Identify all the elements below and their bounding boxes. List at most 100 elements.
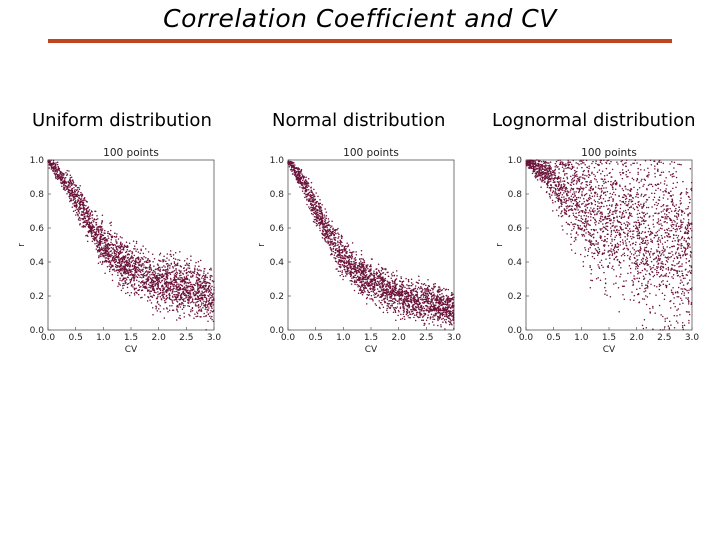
data-point	[412, 309, 415, 311]
data-point	[141, 263, 143, 265]
data-point	[361, 262, 364, 264]
data-point	[65, 180, 67, 183]
data-point	[399, 291, 402, 294]
data-point	[361, 264, 363, 267]
data-point	[107, 255, 109, 257]
data-point	[87, 221, 89, 223]
data-point	[375, 271, 378, 273]
data-point	[437, 311, 439, 314]
data-point	[182, 272, 184, 275]
data-point	[410, 308, 413, 311]
data-point	[443, 309, 446, 312]
data-point	[136, 292, 138, 294]
data-point	[192, 288, 194, 290]
data-point	[400, 286, 403, 288]
data-point	[84, 220, 86, 222]
data-point	[173, 261, 176, 263]
data-point	[435, 304, 437, 306]
data-point	[375, 292, 378, 295]
data-point	[71, 194, 74, 196]
data-point	[367, 270, 370, 273]
x-tick-label: 3.0	[447, 333, 462, 343]
data-point	[123, 246, 125, 248]
data-point	[343, 266, 346, 269]
data-point	[348, 254, 350, 257]
data-point	[361, 284, 363, 286]
data-point	[430, 293, 433, 296]
data-point	[325, 215, 328, 217]
data-point	[140, 249, 142, 252]
plot-title: 100 points	[103, 147, 159, 159]
data-point	[150, 269, 153, 271]
data-point	[324, 229, 327, 231]
data-point	[111, 243, 113, 245]
data-point	[422, 283, 425, 286]
data-point	[159, 266, 161, 269]
data-point	[351, 277, 353, 279]
data-point	[179, 306, 182, 308]
data-point	[188, 262, 191, 265]
data-point	[102, 249, 104, 252]
data-point	[146, 290, 149, 292]
data-point	[159, 295, 162, 298]
data-point	[391, 287, 394, 289]
data-point	[413, 307, 416, 310]
data-point	[574, 215, 576, 218]
data-point	[67, 186, 69, 188]
data-point	[187, 285, 190, 287]
data-point	[359, 281, 362, 283]
data-point	[424, 304, 427, 307]
data-point	[169, 294, 171, 297]
data-point	[325, 211, 328, 213]
data-point	[205, 284, 207, 287]
data-point	[165, 270, 167, 272]
data-point	[418, 279, 420, 282]
data-point	[449, 300, 452, 303]
x-tick-label: 0.5	[309, 333, 323, 343]
data-point	[361, 263, 364, 266]
data-point	[339, 242, 342, 245]
data-point	[208, 302, 210, 304]
data-point	[335, 232, 337, 235]
data-point	[445, 309, 448, 312]
data-point	[178, 285, 180, 287]
data-point	[104, 260, 107, 262]
data-point	[95, 230, 98, 233]
data-point	[72, 182, 74, 185]
data-point	[203, 312, 205, 315]
data-point	[408, 311, 411, 313]
data-point	[325, 236, 328, 238]
data-point	[175, 269, 177, 271]
data-point	[193, 284, 196, 286]
data-point	[384, 277, 387, 280]
data-point	[395, 307, 397, 310]
data-point	[306, 198, 308, 200]
data-point	[422, 294, 424, 296]
data-point	[449, 307, 452, 309]
data-point	[389, 293, 392, 296]
data-point	[306, 193, 309, 196]
data-point	[120, 289, 123, 292]
data-point	[318, 210, 321, 212]
data-point	[161, 284, 164, 286]
data-point	[200, 302, 203, 304]
data-point	[202, 307, 204, 309]
data-point	[427, 309, 429, 312]
data-point	[313, 211, 315, 214]
data-point	[321, 237, 324, 239]
data-point	[442, 317, 444, 320]
title-underline	[48, 39, 672, 43]
data-point	[99, 261, 102, 263]
data-point	[432, 314, 435, 316]
data-point	[310, 186, 312, 188]
data-point	[168, 264, 170, 266]
data-point	[93, 231, 96, 234]
data-point	[384, 279, 387, 282]
data-point	[405, 277, 407, 280]
data-point	[148, 261, 150, 263]
data-point	[209, 305, 212, 307]
data-point	[425, 289, 427, 291]
data-point	[116, 233, 118, 235]
data-point	[409, 317, 412, 319]
data-point	[204, 282, 206, 284]
